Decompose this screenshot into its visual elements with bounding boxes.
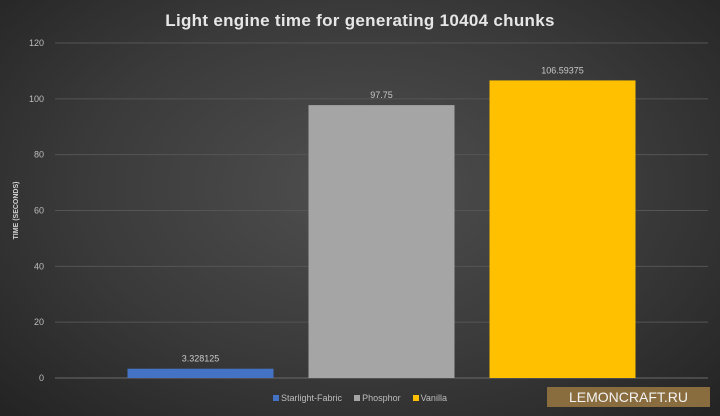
legend-item: Starlight-Fabric <box>273 393 342 403</box>
legend-label: Starlight-Fabric <box>281 393 343 403</box>
legend-label: Phosphor <box>362 393 401 403</box>
legend-item: Phosphor <box>354 393 401 403</box>
bar-phosphor <box>308 105 455 378</box>
data-label: 97.75 <box>370 90 393 100</box>
chart-title: Light engine time for generating 10404 c… <box>165 11 555 30</box>
y-tick-label: 40 <box>34 261 44 271</box>
y-tick-label: 80 <box>34 150 44 160</box>
y-tick-label: 100 <box>29 94 44 104</box>
data-label: 106.59375 <box>541 65 584 75</box>
watermark: LEMONCRAFT.RU <box>547 387 710 407</box>
bar-starlight-fabric <box>127 368 274 378</box>
legend-item: Vanilla <box>412 393 447 403</box>
y-tick-label: 60 <box>34 206 44 216</box>
y-tick-label: 20 <box>34 317 44 327</box>
legend-swatch <box>354 395 361 401</box>
y-tick-label: 0 <box>39 373 44 383</box>
legend-swatch <box>273 395 280 401</box>
bar-vanilla <box>489 80 636 378</box>
legend-label: Vanilla <box>420 393 447 403</box>
data-label: 3.328125 <box>182 354 220 364</box>
y-tick-label: 120 <box>29 38 44 48</box>
legend: Starlight-Fabric Phosphor Vanilla <box>0 393 720 403</box>
legend-swatch <box>412 395 419 401</box>
y-axis-label: TIME (SECONDS) <box>13 182 20 240</box>
